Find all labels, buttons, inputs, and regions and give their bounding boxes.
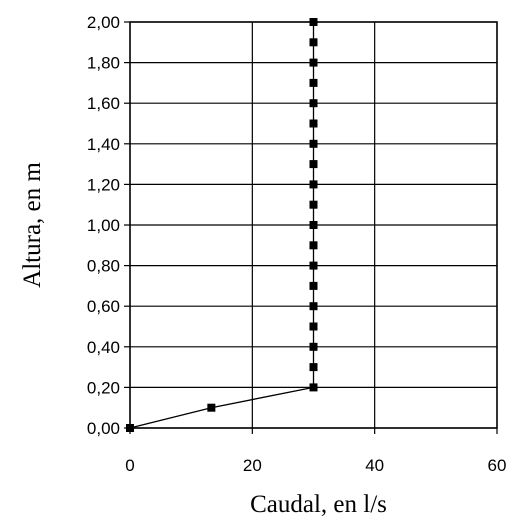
y-tick-label: 0,40 [87, 338, 120, 357]
y-tick-label: 1,40 [87, 135, 120, 154]
data-point [309, 363, 318, 372]
ticks-layer [124, 21, 498, 434]
data-point [309, 160, 318, 169]
y-tick-label: 1,80 [87, 54, 120, 73]
data-point [309, 261, 318, 270]
data-point [309, 18, 318, 26]
y-tick-label: 1,00 [87, 216, 120, 235]
data-point [309, 58, 318, 67]
data-point [309, 78, 318, 87]
y-tick-label: 1,60 [87, 94, 120, 113]
data-point [309, 200, 318, 209]
data-point [309, 281, 318, 290]
data-point [309, 221, 318, 229]
y-tick-label: 1,20 [87, 175, 120, 194]
data-point [309, 322, 318, 331]
data-point [207, 403, 216, 412]
y-axis-title: Altura, en m [19, 162, 46, 288]
x-tick-label: 20 [243, 456, 262, 475]
data-point [309, 180, 318, 189]
data-point [309, 383, 318, 392]
x-tick-label: 40 [365, 456, 384, 475]
data-point [309, 119, 318, 128]
data-point [309, 38, 318, 47]
data-point [309, 342, 318, 351]
x-axis-title: Caudal, en l/s [250, 491, 387, 518]
data-point [309, 302, 318, 311]
labels-layer: 0,00 0,20 0,40 0,60 0,80 1,00 1,20 1,40 1,60 1,80… [87, 13, 507, 475]
x-tick-label: 60 [488, 456, 507, 475]
y-tick-label: 2,00 [87, 13, 120, 32]
data-point [309, 139, 318, 148]
data-point [309, 99, 318, 108]
data-point [309, 241, 318, 250]
x-tick-label: 0 [125, 456, 134, 475]
y-tick-label: 0,80 [87, 257, 120, 276]
y-tick-label: 0,00 [87, 419, 120, 438]
y-tick-label: 0,60 [87, 297, 120, 316]
data-point [126, 424, 134, 432]
y-tick-label: 0,20 [87, 378, 120, 397]
series-layer [126, 18, 318, 432]
